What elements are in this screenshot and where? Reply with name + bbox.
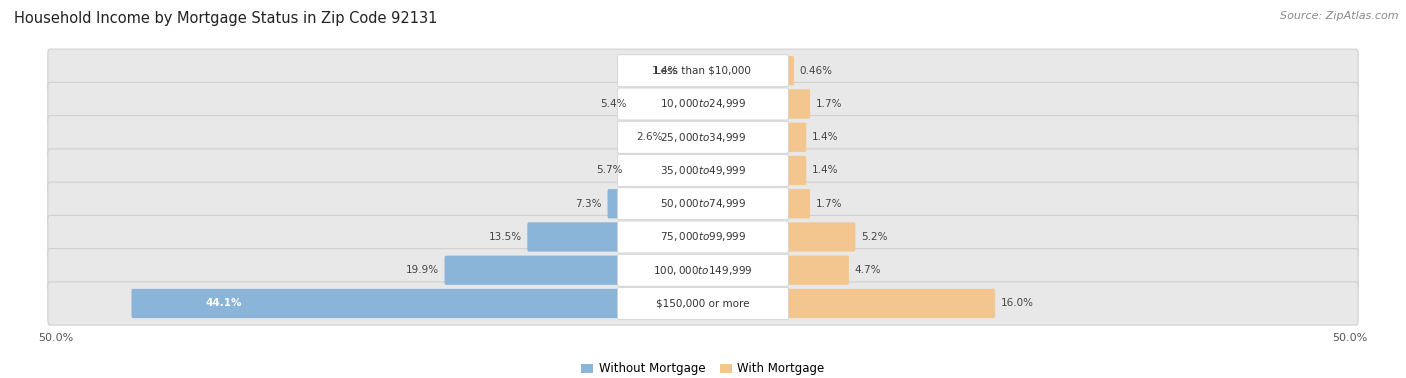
FancyBboxPatch shape — [786, 222, 855, 252]
Text: 19.9%: 19.9% — [406, 265, 439, 275]
FancyBboxPatch shape — [617, 55, 789, 87]
Text: 7.3%: 7.3% — [575, 199, 602, 209]
Text: $10,000 to $24,999: $10,000 to $24,999 — [659, 98, 747, 110]
FancyBboxPatch shape — [786, 56, 794, 85]
Text: 4.7%: 4.7% — [855, 265, 880, 275]
FancyBboxPatch shape — [48, 182, 1358, 225]
FancyBboxPatch shape — [527, 222, 620, 252]
FancyBboxPatch shape — [786, 289, 995, 318]
Text: 1.7%: 1.7% — [815, 99, 842, 109]
FancyBboxPatch shape — [786, 89, 810, 119]
Text: $100,000 to $149,999: $100,000 to $149,999 — [654, 264, 752, 277]
Text: 1.4%: 1.4% — [811, 132, 838, 142]
Text: 1.4%: 1.4% — [652, 66, 679, 76]
Text: 44.1%: 44.1% — [205, 299, 242, 308]
Text: 5.2%: 5.2% — [860, 232, 887, 242]
FancyBboxPatch shape — [786, 122, 806, 152]
FancyBboxPatch shape — [617, 188, 789, 220]
FancyBboxPatch shape — [617, 254, 789, 286]
Text: $150,000 or more: $150,000 or more — [657, 299, 749, 308]
FancyBboxPatch shape — [617, 88, 789, 120]
FancyBboxPatch shape — [786, 156, 806, 185]
FancyBboxPatch shape — [48, 82, 1358, 125]
FancyBboxPatch shape — [48, 282, 1358, 325]
Text: Source: ZipAtlas.com: Source: ZipAtlas.com — [1281, 11, 1399, 21]
FancyBboxPatch shape — [48, 49, 1358, 92]
Legend: Without Mortgage, With Mortgage: Without Mortgage, With Mortgage — [576, 358, 830, 378]
Text: 5.4%: 5.4% — [600, 99, 627, 109]
Text: $35,000 to $49,999: $35,000 to $49,999 — [659, 164, 747, 177]
FancyBboxPatch shape — [48, 116, 1358, 159]
FancyBboxPatch shape — [786, 189, 810, 218]
FancyBboxPatch shape — [607, 189, 620, 218]
FancyBboxPatch shape — [132, 289, 620, 318]
Text: 1.4%: 1.4% — [811, 166, 838, 175]
FancyBboxPatch shape — [786, 256, 849, 285]
Text: 16.0%: 16.0% — [1001, 299, 1033, 308]
FancyBboxPatch shape — [444, 256, 620, 285]
Text: 2.6%: 2.6% — [637, 132, 662, 142]
FancyBboxPatch shape — [617, 288, 789, 319]
FancyBboxPatch shape — [617, 121, 789, 153]
Text: $50,000 to $74,999: $50,000 to $74,999 — [659, 197, 747, 210]
Text: Household Income by Mortgage Status in Zip Code 92131: Household Income by Mortgage Status in Z… — [14, 11, 437, 26]
Text: 0.46%: 0.46% — [800, 66, 832, 76]
FancyBboxPatch shape — [617, 221, 789, 253]
FancyBboxPatch shape — [48, 249, 1358, 292]
Text: $25,000 to $34,999: $25,000 to $34,999 — [659, 131, 747, 144]
FancyBboxPatch shape — [617, 155, 789, 186]
FancyBboxPatch shape — [48, 215, 1358, 259]
Text: 13.5%: 13.5% — [489, 232, 522, 242]
Text: 1.7%: 1.7% — [815, 199, 842, 209]
Text: $75,000 to $99,999: $75,000 to $99,999 — [659, 231, 747, 243]
Text: 5.7%: 5.7% — [596, 166, 623, 175]
Text: Less than $10,000: Less than $10,000 — [655, 66, 751, 76]
FancyBboxPatch shape — [48, 149, 1358, 192]
